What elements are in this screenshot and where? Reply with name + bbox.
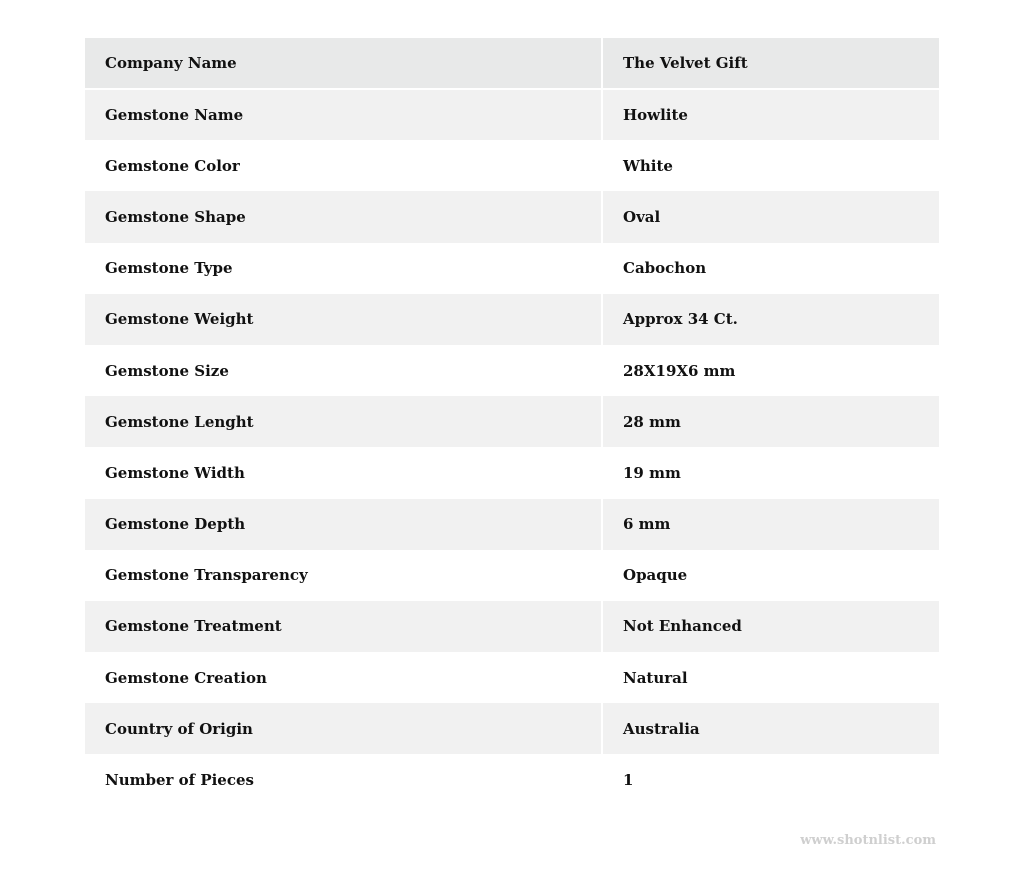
spec-value: Cabochon	[623, 259, 707, 278]
table-row: Country of Origin Australia	[85, 703, 939, 755]
table-row: Gemstone Shape Oval	[85, 191, 939, 243]
table-row: Gemstone Type Cabochon	[85, 242, 939, 294]
spec-label: Company Name	[85, 38, 603, 90]
spec-value: Natural	[623, 668, 688, 687]
table-row: Gemstone Lenght 28 mm	[85, 396, 939, 448]
spec-value: The Velvet Gift	[602, 38, 939, 90]
table-row: Gemstone Transparency Opaque	[85, 549, 939, 601]
spec-value: Not Enhanced	[602, 600, 939, 653]
spec-label: Gemstone Transparency	[85, 549, 603, 601]
spec-label: Gemstone Depth	[85, 498, 603, 550]
table-row: Company Name The Velvet Gift	[85, 38, 939, 90]
spec-value: Opaque	[623, 566, 688, 585]
table-row: Number of Pieces 1	[85, 754, 939, 806]
spec-label: Gemstone Name	[85, 89, 603, 141]
table-row: Gemstone Treatment Not Enhanced	[85, 600, 939, 653]
table-row: Gemstone Creation Natural	[85, 652, 939, 704]
spec-label: Gemstone Creation	[85, 652, 603, 704]
spec-value: Approx 34 Ct.	[602, 293, 939, 345]
table-row: Gemstone Width 19 mm	[85, 447, 939, 499]
spec-label: Gemstone Treatment	[85, 600, 603, 653]
table-row: Gemstone Weight Approx 34 Ct.	[85, 293, 939, 345]
spec-label: Gemstone Size	[85, 344, 603, 397]
spec-label: Gemstone Type	[85, 242, 603, 294]
spec-value: Howlite	[602, 89, 939, 141]
spec-label: Gemstone Shape	[85, 191, 603, 243]
spec-label: Gemstone Lenght	[85, 396, 603, 448]
spec-label: Number of Pieces	[85, 754, 603, 806]
spec-label: Gemstone Color	[85, 140, 603, 192]
spec-label: Gemstone Width	[85, 447, 603, 499]
watermark: www.shotnlist.com	[800, 833, 936, 848]
spec-value: 19 mm	[623, 463, 681, 482]
spec-value: 1	[623, 771, 634, 790]
product-spec-table: Company Name The Velvet Gift Gemstone Name…	[85, 38, 939, 806]
spec-label: Gemstone Weight	[85, 293, 603, 345]
table-row: Gemstone Size 28X19X6 mm	[85, 344, 939, 397]
table-row: Gemstone Name Howlite	[85, 89, 939, 141]
spec-value: Australia	[602, 703, 939, 755]
spec-label: Country of Origin	[85, 703, 603, 755]
table-row: Gemstone Depth 6 mm	[85, 498, 939, 550]
spec-value: 28 mm	[602, 396, 939, 448]
spec-value: 6 mm	[602, 498, 939, 550]
spec-value: Oval	[602, 191, 939, 243]
spec-value: White	[623, 156, 673, 175]
spec-value: 28X19X6 mm	[623, 361, 736, 380]
table-row: Gemstone Color White	[85, 140, 939, 192]
